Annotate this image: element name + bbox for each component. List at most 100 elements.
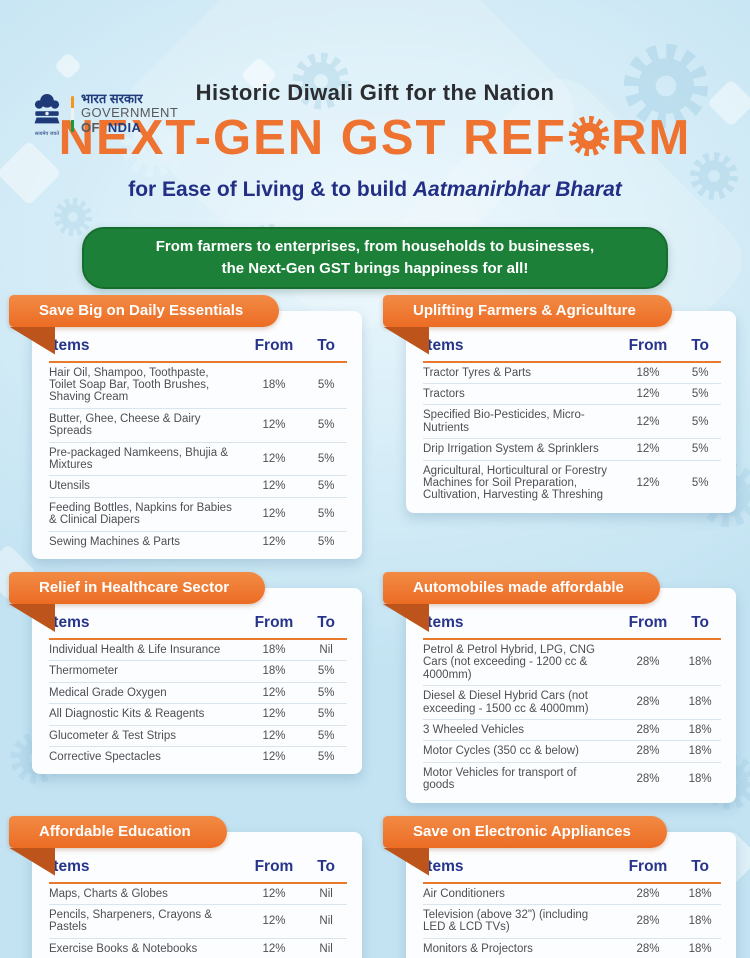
cell-item: Exercise Books & Notebooks xyxy=(49,938,243,958)
col-header-to: To xyxy=(305,334,347,363)
cell-to: 18% xyxy=(679,719,721,742)
title-text-post: RM xyxy=(611,111,692,165)
cell-to: 5% xyxy=(317,751,335,763)
col-header-from: From xyxy=(616,334,680,363)
cell-from: 28% xyxy=(616,685,680,720)
cell-from: 28% xyxy=(616,638,680,687)
cell-item: Medical Grade Oxygen xyxy=(49,682,243,705)
cell-item: All Diagnostic Kits & Reagents xyxy=(49,703,243,726)
cell-from: 12% xyxy=(262,535,286,548)
cell-to: 5% xyxy=(305,475,347,498)
cell-from: 12% xyxy=(636,476,660,489)
cell-from: 12% xyxy=(242,497,306,532)
cell-item: Drip Irrigation System & Sprinklers xyxy=(423,438,617,461)
rates-table: Items From To Air Conditioners 28% 18% Tele… xyxy=(423,855,721,958)
subtitle-italic: Aatmanirbhar Bharat xyxy=(412,178,622,201)
cell-item: Diesel & Diesel Hybrid Cars (not exceedi… xyxy=(423,685,617,720)
cell-item: Tractor Tyres & Parts xyxy=(423,361,617,384)
logo-hindi-text: भारत सरकार xyxy=(81,90,143,106)
diamond-shape xyxy=(53,51,83,81)
card-healthcare: Relief in Healthcare Sector Items From T… xyxy=(9,571,362,775)
cell-item: Hair Oil, Shampoo, Toothpaste, Toilet So… xyxy=(49,361,243,409)
cell-item: Utensils xyxy=(49,475,243,498)
cell-item: Thermometer xyxy=(49,660,243,683)
cell-item: Feeding Bottles, Napkins for Babies & Cl… xyxy=(49,497,243,532)
cell-item: 3 Wheeled Vehicles xyxy=(423,719,617,742)
cell-item: Motor Cycles (350 cc & below) xyxy=(423,740,617,763)
ashoka-emblem-icon: सत्यमेव जयते xyxy=(30,90,64,137)
rates-table: Items From To Tractor Tyres & Parts 18% 5%… xyxy=(423,334,721,506)
cell-to: 5% xyxy=(305,361,347,409)
cell-to: 18% xyxy=(679,904,721,939)
card-automobiles: Automobiles made affordable Items From T… xyxy=(383,571,736,803)
subtitle-plain: for Ease of Living & to build xyxy=(128,178,413,201)
cell-from: 12% xyxy=(616,404,680,440)
table-row: Motor Cycles (350 cc & below) 28% 18% xyxy=(423,740,721,763)
col-header-to: To xyxy=(679,334,721,363)
table-row: Motor Vehicles for transport of goods 28%… xyxy=(423,762,721,795)
cell-from: 12% xyxy=(242,442,306,477)
gear-icon xyxy=(567,114,611,158)
cell-to: 5% xyxy=(679,383,721,406)
col-header-items: Items xyxy=(423,334,617,363)
card-daily-essentials: Save Big on Daily Essentials Items From … xyxy=(9,294,362,559)
emblem-motto: सत्यमेव जयते xyxy=(34,131,60,137)
rates-table: Items From To Hair Oil, Shampoo, Toothpa… xyxy=(49,334,347,552)
cell-to: 5% xyxy=(305,497,347,532)
col-header-from: From xyxy=(616,855,680,884)
cell-item: Monitors & Projectors xyxy=(423,938,617,958)
table-row: Diesel & Diesel Hybrid Cars (not exceedi… xyxy=(423,685,721,720)
cell-item: Agricultural, Horticultural or Forestry … xyxy=(423,464,608,502)
card-title-banner: Automobiles made affordable xyxy=(383,571,660,604)
col-header-to: To xyxy=(679,855,721,884)
table-row: Tractor Tyres & Parts 18% 5% xyxy=(423,361,721,384)
cell-item: Glucometer & Test Strips xyxy=(49,725,243,748)
card-farmers-agriculture: Uplifting Farmers & Agriculture Items Fr… xyxy=(383,294,736,513)
table-row: Pre-packaged Namkeens, Bhujia & Mixtures… xyxy=(49,442,347,477)
cell-from: 18% xyxy=(616,361,680,384)
cell-to: 18% xyxy=(679,938,721,958)
card-title-banner: Relief in Healthcare Sector xyxy=(9,571,266,604)
banner-line-2: the Next-Gen GST brings happiness for al… xyxy=(221,259,529,277)
card-education: Affordable Education Items From To Maps,… xyxy=(9,815,362,958)
table-row: Agricultural, Horticultural or Forestry … xyxy=(423,460,721,506)
card-title-banner: Save Big on Daily Essentials xyxy=(9,294,280,327)
cell-to: 5% xyxy=(305,408,347,443)
cell-from: 18% xyxy=(242,660,306,683)
logo-of-india-text: OF INDIA xyxy=(81,119,178,136)
table-row: Feeding Bottles, Napkins for Babies & Cl… xyxy=(49,497,347,532)
cell-to: 18% xyxy=(679,685,721,720)
card-title-banner: Uplifting Farmers & Agriculture xyxy=(383,294,672,327)
cell-to: Nil xyxy=(305,904,347,939)
col-header-from: From xyxy=(242,611,306,640)
col-header-from: From xyxy=(242,855,306,884)
table-row: Glucometer & Test Strips 12% 5% xyxy=(49,725,347,748)
cell-to: 18% xyxy=(679,740,721,763)
col-header-to: To xyxy=(679,611,721,640)
cell-from: 12% xyxy=(242,938,306,958)
cell-to: Nil xyxy=(305,938,347,958)
tricolor-bar xyxy=(71,95,74,132)
cell-from: 12% xyxy=(242,725,306,748)
card-electronics: Save on Electronic Appliances Items From… xyxy=(383,815,736,958)
table-row: Corrective Spectacles 12% 5% xyxy=(49,747,347,768)
table-row: Medical Grade Oxygen 12% 5% xyxy=(49,682,347,705)
table-row: Television (above 32") (including LED & … xyxy=(423,904,721,939)
table-row: Tractors 12% 5% xyxy=(423,383,721,406)
col-header-items: Items xyxy=(49,611,243,640)
cell-from: 12% xyxy=(242,703,306,726)
table-row: Monitors & Projectors 28% 18% xyxy=(423,938,721,958)
cell-item: Motor Vehicles for transport of goods xyxy=(423,766,577,792)
col-header-items: Items xyxy=(49,334,243,363)
table-row: Maps, Charts & Globes 12% Nil xyxy=(49,882,347,906)
table-row: Air Conditioners 28% 18% xyxy=(423,882,721,906)
cell-item: Maps, Charts & Globes xyxy=(49,882,243,906)
col-header-from: From xyxy=(242,334,306,363)
logo-india-rest: NDIA xyxy=(107,119,142,135)
government-of-india-logo: सत्यमेव जयते भारत सरकार GOVERNMENT OF IN… xyxy=(30,90,178,137)
cell-to: Nil xyxy=(305,638,347,662)
logo-india-i: I xyxy=(103,119,108,135)
table-row: Pencils, Sharpeners, Crayons & Pastels 12… xyxy=(49,904,347,939)
cell-to: 18% xyxy=(679,638,721,687)
